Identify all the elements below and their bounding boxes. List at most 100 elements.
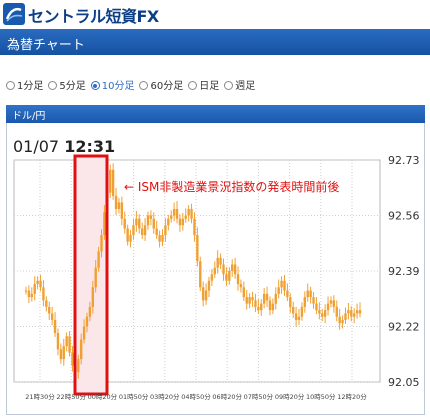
interval-option-5[interactable]: 週足	[224, 77, 255, 92]
interval-option-3[interactable]: 60分足	[139, 77, 183, 92]
candle-body	[158, 235, 161, 242]
candle-body	[289, 297, 292, 307]
candle-body	[338, 316, 341, 324]
chart-time: 12:31	[64, 137, 116, 156]
candle-body	[312, 297, 315, 304]
candle-body	[242, 287, 246, 298]
candle-body	[132, 225, 135, 236]
candle-body	[323, 310, 327, 317]
candle-body	[181, 218, 185, 226]
candle-body	[103, 212, 106, 236]
y-tick-label: 92.05	[388, 376, 420, 389]
candle-body	[271, 303, 275, 311]
interval-option-0[interactable]: 1分足	[6, 77, 43, 92]
candle-body	[260, 303, 263, 311]
x-tick-label: 04時50分	[181, 392, 211, 401]
candle-body	[85, 316, 89, 327]
candle-body	[39, 280, 42, 288]
candle-body	[352, 313, 356, 317]
candle-body	[347, 310, 350, 314]
candle-body	[126, 228, 129, 242]
candle-body	[326, 303, 330, 311]
logo-icon	[3, 3, 25, 25]
radio-button[interactable]	[90, 81, 100, 90]
candle-body	[146, 215, 150, 226]
highlight-box	[73, 154, 109, 396]
highlight-fill	[75, 156, 107, 394]
chart-panel-header: ドル/円	[6, 105, 425, 123]
interval-option-label: 60分足	[150, 81, 184, 92]
radio-button[interactable]	[48, 81, 58, 90]
candle-body	[123, 218, 126, 229]
x-tick-label: 07時50分	[244, 392, 274, 401]
radio-button[interactable]	[224, 81, 234, 90]
candle-body	[91, 287, 94, 307]
candle-body	[286, 290, 289, 298]
radio-button[interactable]	[139, 81, 149, 90]
candle-body	[193, 218, 196, 236]
y-tick-label: 92.73	[388, 154, 420, 167]
candle-body	[117, 202, 121, 209]
candle-body	[199, 261, 202, 288]
candle-body	[190, 208, 193, 219]
candle-body	[175, 208, 179, 219]
x-tick-label: 00時20分	[88, 392, 118, 401]
candle-body	[210, 274, 214, 281]
interval-option-4[interactable]: 日足	[188, 77, 219, 92]
candle-body	[222, 264, 225, 275]
candle-body	[79, 339, 83, 360]
page-title: 為替チャート	[7, 38, 85, 53]
candle-body	[65, 336, 68, 347]
candle-body	[94, 267, 97, 288]
x-tick-label: 01時50分	[119, 392, 149, 401]
candle-body	[129, 235, 132, 242]
logo-text: セントラル短資FX	[28, 7, 159, 26]
candle-body	[45, 300, 48, 307]
candle-body	[48, 306, 51, 314]
candle-body	[231, 264, 234, 271]
candle-body	[140, 228, 144, 236]
candle-body	[114, 195, 118, 209]
candle-body	[335, 306, 338, 317]
interval-option-1[interactable]: 5分足	[48, 77, 86, 92]
interval-option-label: 日足	[199, 81, 220, 92]
candle-body	[97, 251, 100, 268]
candle-body	[201, 287, 205, 301]
candle-body	[161, 235, 164, 242]
candle-body	[251, 297, 254, 301]
brand-header: セントラル短資FX	[0, 0, 430, 28]
candle-body	[77, 359, 80, 373]
interval-option-label: 5分足	[59, 81, 86, 92]
candle-body	[236, 274, 240, 285]
candle-body	[254, 300, 257, 307]
x-tick-label: 10時50分	[306, 392, 336, 401]
radio-button[interactable]	[188, 81, 198, 90]
candle-body	[152, 218, 155, 229]
x-tick-label: 12時20分	[337, 392, 367, 401]
candle-body	[170, 215, 173, 219]
candle-body	[292, 306, 295, 314]
x-tick-label: 06時20分	[212, 392, 242, 401]
candle-body	[315, 303, 318, 311]
candle-body	[216, 257, 219, 268]
candle-body	[219, 257, 222, 265]
interval-option-label: 週足	[235, 81, 256, 92]
candle-body	[341, 319, 344, 324]
candle-body	[172, 208, 176, 216]
candle-body	[187, 208, 190, 216]
candle-body	[248, 297, 251, 304]
release-annotation: ← ISM非製造業景況指数の発表時間前後	[124, 179, 339, 194]
title-bar: 為替チャート	[0, 29, 430, 55]
interval-option-2[interactable]: 10分足	[90, 77, 134, 92]
candle-body	[196, 235, 199, 262]
candle-body	[303, 297, 307, 307]
x-tick-label: 21時30分	[25, 392, 55, 401]
candle-body	[164, 225, 167, 236]
x-tick-label: 22時50分	[56, 392, 86, 401]
candle-body	[56, 333, 60, 350]
candle-body	[155, 228, 158, 236]
radio-button[interactable]	[6, 81, 15, 90]
candle-body	[42, 287, 45, 301]
candle-body	[36, 280, 39, 285]
candle-body	[53, 319, 57, 334]
